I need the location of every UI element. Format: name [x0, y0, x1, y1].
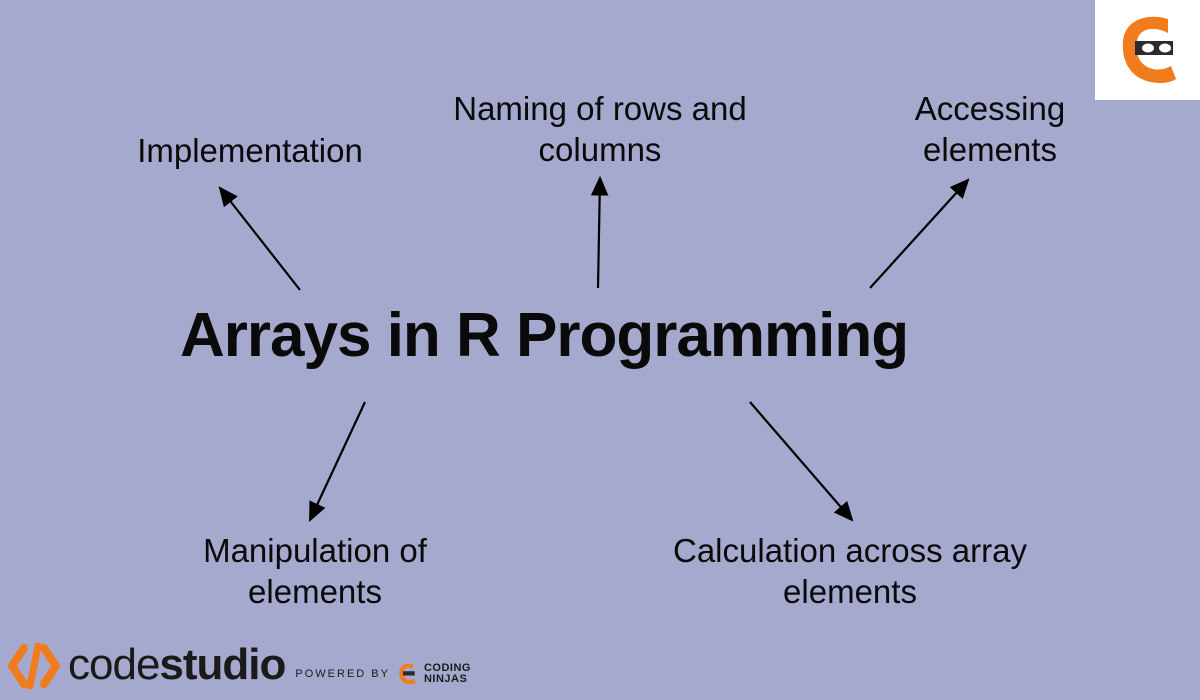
coding-ninjas-badge: [1095, 0, 1200, 100]
cn-text: CODING NINJAS: [424, 663, 471, 685]
powered-by-row: POWERED BY CODING NINJAS: [295, 662, 471, 686]
cn-line2: NINJAS: [424, 674, 471, 685]
codestudio-logo: codestudio POWERED BY CODING NINJAS: [6, 640, 471, 690]
node-calculation: Calculation across array elements: [670, 530, 1030, 613]
node-implementation: Implementation: [100, 130, 400, 171]
codestudio-code: code: [68, 640, 159, 689]
cn-c-icon: [1113, 11, 1183, 89]
diagram-canvas: Arrays in R Programming Implementation N…: [0, 0, 1200, 700]
center-title: Arrays in R Programming: [180, 300, 908, 371]
codestudio-studio: studio: [159, 640, 285, 689]
node-manipulation: Manipulation of elements: [170, 530, 460, 613]
powered-by-label: POWERED BY: [295, 668, 390, 680]
codestudio-mark-icon: [6, 642, 62, 690]
codestudio-text: codestudio: [68, 640, 285, 690]
node-naming: Naming of rows and columns: [420, 88, 780, 171]
node-accessing: Accessing elements: [870, 88, 1110, 171]
cn-mini-icon: [396, 662, 418, 686]
